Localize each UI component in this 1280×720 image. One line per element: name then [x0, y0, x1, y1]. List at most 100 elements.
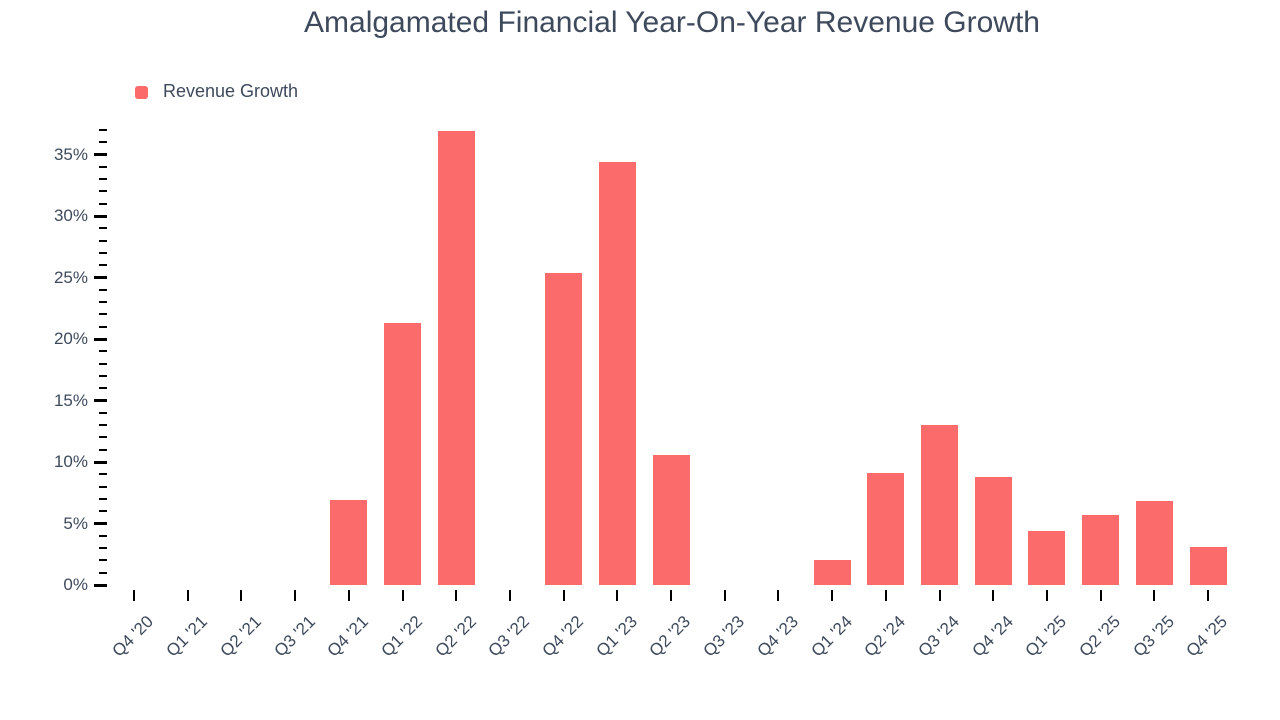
x-tick-label: Q4 '21 — [323, 612, 373, 661]
y-minor-tick — [99, 362, 107, 365]
bar — [545, 272, 583, 585]
chart-title: Amalgamated Financial Year-On-Year Reven… — [304, 6, 1040, 39]
x-tick-label: Q3 '22 — [484, 612, 534, 661]
y-minor-tick — [99, 190, 107, 193]
y-minor-tick — [99, 227, 107, 230]
bar — [1189, 546, 1227, 585]
x-tick — [294, 590, 297, 601]
x-tick — [938, 590, 941, 601]
legend-label: Revenue Growth — [163, 81, 299, 101]
x-tick-label: Q1 '25 — [1021, 612, 1071, 661]
x-tick — [455, 590, 458, 601]
bar — [652, 454, 690, 585]
x-tick — [1045, 590, 1048, 601]
y-tick-label: 30% — [53, 206, 88, 225]
x-tick — [1207, 590, 1209, 601]
y-tick-label: 25% — [53, 267, 88, 287]
y-minor-tick — [99, 411, 107, 414]
y-minor-tick — [99, 325, 107, 328]
y-major-tick — [94, 460, 107, 464]
y-tick-label: 35% — [53, 144, 88, 164]
bar — [867, 473, 905, 585]
y-minor-tick — [99, 424, 107, 427]
x-tick-label: Q2 '21 — [216, 612, 265, 661]
x-tick — [508, 590, 511, 601]
x-tick — [831, 590, 834, 601]
x-tick-label: Q1 '23 — [592, 612, 641, 661]
x-tick-label: Q3 '25 — [1129, 612, 1178, 661]
y-major-tick — [94, 522, 107, 525]
x-tick — [562, 590, 565, 601]
legend-swatch — [135, 86, 148, 99]
y-tick-label: 0% — [63, 575, 88, 594]
x-tick-label: Q4 '25 — [1182, 612, 1232, 661]
y-major-tick — [94, 583, 107, 587]
bar — [384, 323, 421, 585]
x-tick — [670, 590, 672, 601]
x-tick — [1099, 590, 1102, 601]
y-major-tick — [94, 214, 107, 218]
x-tick-label: Q4 '22 — [538, 612, 588, 661]
x-tick-label: Q1 '22 — [377, 612, 426, 661]
y-minor-tick — [99, 128, 107, 131]
y-minor-tick — [99, 165, 107, 168]
y-minor-tick — [99, 436, 107, 439]
x-tick-label: Q4 '20 — [108, 612, 158, 661]
y-tick-label: 20% — [53, 329, 88, 348]
y-minor-tick — [99, 497, 107, 500]
y-minor-tick — [99, 301, 107, 304]
y-minor-tick — [99, 510, 107, 513]
bar — [598, 161, 636, 585]
x-tick-label: Q2 '24 — [860, 612, 910, 661]
x-tick-label: Q3 '23 — [699, 612, 749, 661]
x-tick — [401, 590, 404, 601]
x-tick-label: Q3 '24 — [914, 612, 963, 661]
bar — [1082, 514, 1120, 585]
y-minor-tick — [99, 239, 107, 242]
y-minor-tick — [99, 264, 107, 267]
x-tick-label: Q1 '21 — [162, 612, 212, 661]
x-tick-label: Q3 '21 — [270, 612, 319, 661]
y-minor-tick — [99, 559, 107, 562]
y-tick-label: 10% — [53, 452, 88, 471]
bar — [1028, 530, 1066, 585]
y-minor-tick — [99, 448, 107, 451]
x-tick — [723, 590, 726, 601]
y-minor-tick — [99, 534, 107, 537]
y-major-tick — [94, 153, 107, 156]
y-minor-tick — [99, 313, 107, 316]
y-tick-label: 5% — [63, 513, 88, 533]
x-tick-label: Q1 '24 — [807, 612, 856, 661]
x-tick — [777, 590, 780, 601]
bar — [437, 131, 475, 585]
bar — [974, 476, 1012, 585]
x-tick-label: Q4 '24 — [968, 612, 1017, 661]
y-tick-label: 15% — [53, 390, 88, 410]
x-tick — [133, 590, 135, 601]
x-tick-label: Q2 '25 — [1075, 612, 1125, 661]
y-minor-tick — [99, 251, 107, 254]
bar — [813, 560, 851, 585]
y-minor-tick — [99, 473, 107, 476]
x-tick — [186, 590, 189, 601]
y-minor-tick — [99, 374, 107, 377]
x-tick-label: Q2 '23 — [645, 612, 695, 661]
y-major-tick — [94, 399, 107, 402]
bar — [330, 500, 368, 585]
bar — [1135, 501, 1173, 585]
y-minor-tick — [99, 202, 107, 205]
bar — [921, 425, 958, 585]
y-minor-tick — [99, 485, 107, 488]
y-major-tick — [94, 276, 107, 279]
y-minor-tick — [99, 387, 107, 390]
y-minor-tick — [99, 350, 107, 353]
y-minor-tick — [99, 141, 107, 144]
y-major-tick — [94, 337, 107, 341]
y-minor-tick — [99, 288, 107, 291]
x-tick — [347, 590, 350, 601]
y-minor-tick — [99, 178, 107, 181]
y-minor-tick — [99, 571, 107, 574]
y-minor-tick — [99, 547, 107, 550]
x-tick — [240, 590, 243, 601]
